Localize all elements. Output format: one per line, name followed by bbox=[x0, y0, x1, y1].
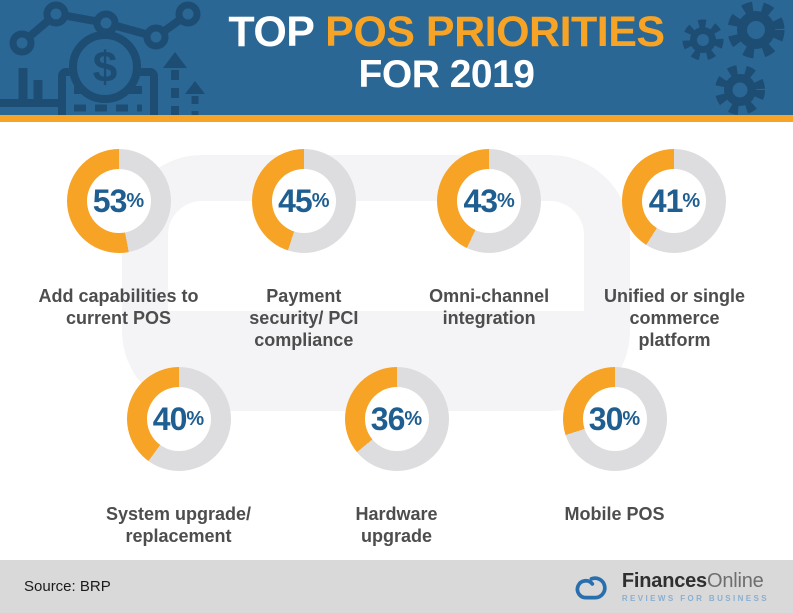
donut-label: Unified or single commerce platform bbox=[603, 286, 745, 350]
gears-icon bbox=[682, 1, 785, 115]
footer-bar: Source: BRP FinancesOnline REVIEWS FOR B… bbox=[0, 560, 793, 613]
donut-value: 53% bbox=[86, 169, 151, 233]
donut-chart: 43% bbox=[437, 149, 542, 253]
donut-item-unified-commerce: 41% Unified or single commerce platform bbox=[582, 149, 767, 351]
donut-value: 30% bbox=[582, 387, 647, 451]
donut-item-payment-security: 45% Payment security/ PCI compliance bbox=[211, 149, 396, 351]
donut-value: 41% bbox=[642, 169, 707, 233]
donut-chart: 41% bbox=[622, 149, 727, 253]
donut-chart: 53% bbox=[66, 149, 171, 253]
logo-tagline: REVIEWS FOR BUSINESS bbox=[621, 593, 769, 603]
title-pos-priorities: POS PRIORITIES bbox=[325, 8, 665, 56]
donut-chart: 30% bbox=[562, 367, 667, 471]
donut-item-add-capabilities: 53% Add capabilities to current POS bbox=[26, 149, 211, 351]
title-line2: FOR 2019 bbox=[358, 52, 535, 96]
donut-chart: 36% bbox=[344, 367, 449, 471]
donut-row-1: 53% Add capabilities to current POS 45% … bbox=[0, 149, 793, 351]
donut-label: System upgrade/ replacement bbox=[105, 504, 252, 546]
donut-row-2: 40% System upgrade/ replacement 36% Hard… bbox=[0, 367, 793, 547]
source-text: Source: BRP bbox=[24, 578, 111, 595]
donut-item-hardware-upgrade: 36% Hardware upgrade bbox=[292, 367, 502, 547]
chart-area: 53% Add capabilities to current POS 45% … bbox=[0, 122, 793, 560]
donut-value: 43% bbox=[457, 169, 522, 233]
donut-label: Add capabilities to current POS bbox=[38, 286, 199, 328]
orange-divider bbox=[0, 115, 793, 122]
donut-label: Mobile POS bbox=[564, 504, 665, 524]
donut-item-mobile-pos: 30% Mobile POS bbox=[510, 367, 720, 547]
finance-growth-chart-icon: $ bbox=[0, 1, 205, 115]
title-top: TOP bbox=[228, 8, 314, 56]
donut-value: 36% bbox=[364, 387, 429, 451]
logo-name: FinancesOnline bbox=[621, 569, 764, 592]
cloud-logo-icon bbox=[575, 575, 607, 599]
background-watermark-pill bbox=[375, 537, 437, 551]
donut-label: Hardware upgrade bbox=[355, 504, 438, 546]
donut-label: Payment security/ PCI compliance bbox=[249, 286, 359, 350]
header-banner: $ bbox=[0, 0, 793, 115]
donut-item-omni-channel: 43% Omni-channel integration bbox=[397, 149, 582, 351]
donut-chart: 45% bbox=[251, 149, 356, 253]
page-title: TOP POS PRIORITIES FOR 2019 bbox=[150, 10, 743, 95]
donut-label: Omni-channel integration bbox=[429, 286, 550, 328]
donut-value: 45% bbox=[271, 169, 336, 233]
donut-chart: 40% bbox=[126, 367, 231, 471]
svg-text:$: $ bbox=[93, 43, 117, 92]
donut-item-system-upgrade: 40% System upgrade/ replacement bbox=[74, 367, 284, 547]
title-line1: TOP POS PRIORITIES bbox=[150, 10, 743, 55]
financesonline-logo: FinancesOnline REVIEWS FOR BUSINESS bbox=[568, 570, 769, 604]
donut-value: 40% bbox=[146, 387, 211, 451]
logo-text: FinancesOnline REVIEWS FOR BUSINESS bbox=[622, 571, 769, 603]
